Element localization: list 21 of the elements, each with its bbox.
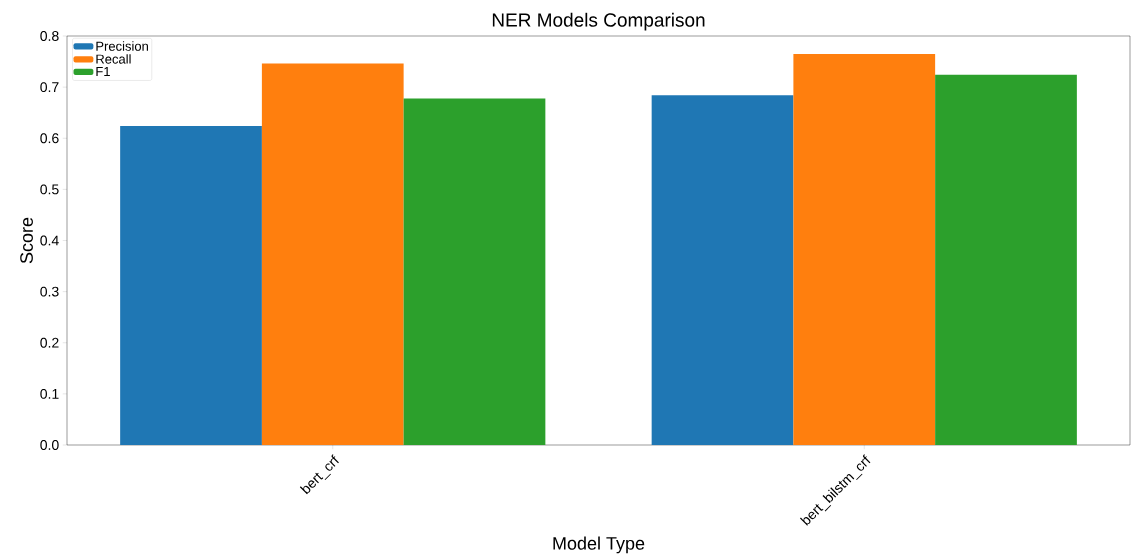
legend-label: F1 [96, 67, 110, 76]
legend-label: Recall [96, 54, 131, 64]
y-tick-label: 0.2 [40, 337, 59, 348]
y-tick-label: 0.5 [40, 184, 59, 195]
y-tick-label: 0.6 [40, 133, 59, 144]
bar [935, 74, 1077, 445]
y-tick-label: 0.3 [40, 286, 59, 297]
y-tick-label: 0.8 [40, 31, 59, 41]
legend-label: Precision [96, 41, 148, 51]
bar [793, 53, 936, 445]
y-tick-label: 0.4 [40, 235, 59, 246]
y-tick-label: 0.7 [40, 82, 59, 93]
bar [403, 98, 546, 445]
x-axis-title: Model Type [553, 536, 645, 554]
bar [261, 63, 404, 445]
y-tick-label: 0.0 [40, 440, 59, 450]
bar [651, 95, 794, 445]
chart-title: NER Models Comparison [492, 12, 705, 31]
y-axis-title: Score [20, 217, 33, 264]
y-tick-label: 0.1 [40, 388, 59, 399]
bar [120, 125, 262, 445]
